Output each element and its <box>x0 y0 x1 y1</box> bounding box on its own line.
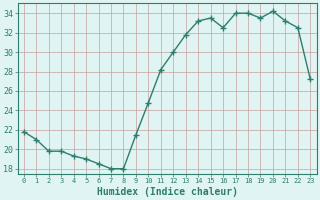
X-axis label: Humidex (Indice chaleur): Humidex (Indice chaleur) <box>97 186 237 197</box>
